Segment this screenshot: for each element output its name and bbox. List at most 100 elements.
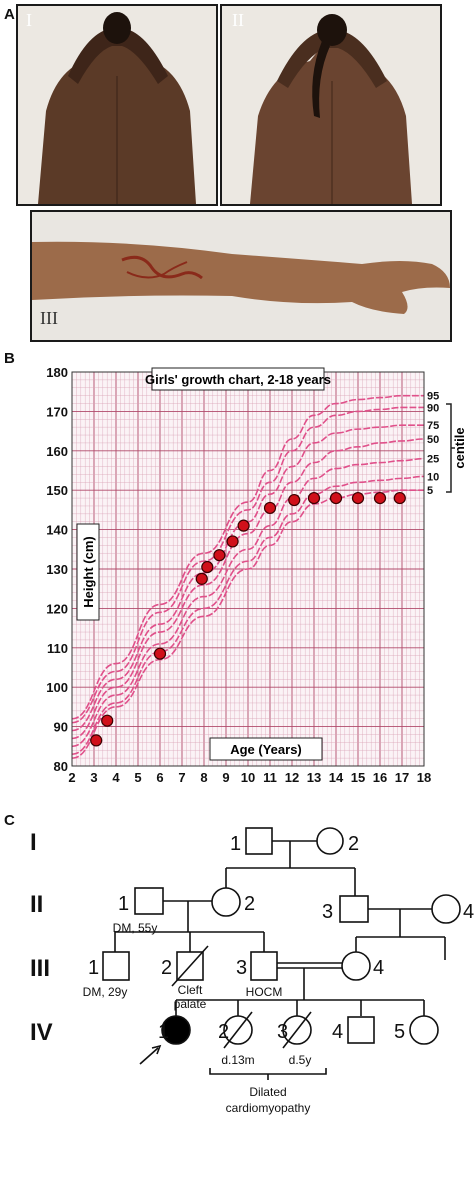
photo-arm: III (30, 210, 452, 342)
x-tick-label: 8 (200, 770, 207, 785)
group-note-line2: cardiomyopathy (226, 1101, 311, 1115)
height-point (201, 560, 214, 574)
x-tick-label: 2 (68, 770, 75, 785)
height-point (213, 549, 226, 562)
x-tick-label: 16 (373, 770, 387, 785)
id-I-1: 1 (230, 833, 241, 855)
x-tick-label: 12 (285, 770, 299, 785)
y-tick-label: 180 (46, 365, 68, 380)
height-point (329, 491, 343, 505)
y-tick-label: 110 (47, 641, 68, 656)
id-II-2: 2 (244, 893, 255, 915)
note-III-2-line1: Cleft (178, 983, 203, 997)
id-II-4: 4 (463, 901, 474, 923)
height-point (101, 714, 114, 727)
generation-label-I: I (30, 829, 37, 856)
arm-photo-image (32, 212, 450, 340)
pedigree-chart: I II III IV 1 2 1 2 3 4 1 2 3 4 1 2 3 4 … (30, 827, 474, 1115)
x-tick-label: 6 (156, 770, 163, 785)
generation-label-II: II (30, 891, 43, 918)
photo-label-ii: II (232, 10, 244, 30)
photo-back-view-front: I (16, 4, 218, 206)
id-II-1: 1 (118, 893, 129, 915)
centile-bracket (446, 403, 455, 493)
note-IV-2: d.13m (221, 1053, 254, 1067)
back-photo-image-2 (222, 6, 440, 204)
chart-title-box (151, 367, 325, 391)
centile-curve-10 (71, 475, 425, 755)
id-III-3: 3 (236, 957, 247, 979)
pedigree-male-III-1 (102, 951, 130, 981)
id-IV-4: 4 (332, 1021, 343, 1043)
id-II-3: 3 (322, 901, 333, 923)
y-tick-label: 130 (46, 562, 68, 577)
id-IV-5: 5 (394, 1021, 405, 1043)
y-tick-label: 120 (46, 601, 68, 616)
panel-label-a: A (4, 6, 15, 23)
centile-label-90: 90 (427, 402, 439, 414)
deceased-slash-III-2 (171, 945, 209, 987)
x-axis-label-box (209, 737, 323, 761)
generation-label-III: III (30, 955, 50, 982)
x-tick-label: 10 (241, 770, 255, 785)
x-tick-label: 17 (395, 770, 409, 785)
x-tick-label: 4 (112, 770, 120, 785)
id-IV-1: 1 (158, 1021, 169, 1043)
x-tick-label: 15 (351, 770, 365, 785)
height-point (237, 519, 250, 532)
centile-curve-95 (71, 394, 424, 720)
height-point (351, 491, 365, 505)
pedigree-proband-IV-1 (161, 1015, 191, 1045)
pedigree-female-IV-5 (409, 1015, 439, 1045)
pedigree-male-III-3 (250, 951, 278, 981)
y-tick-label: 150 (46, 483, 68, 498)
centile-curve-90 (71, 406, 424, 724)
height-point (90, 734, 103, 747)
y-tick-label: 170 (46, 404, 68, 419)
x-tick-label: 3 (90, 770, 97, 785)
proband-arrowhead-icon (151, 1044, 162, 1055)
id-III-1: 1 (88, 957, 99, 979)
id-IV-3: 3 (277, 1021, 288, 1043)
y-tick-label: 80 (54, 759, 68, 774)
height-point (263, 501, 277, 515)
panel-label-c: C (4, 812, 15, 829)
panel-label-b: B (4, 350, 15, 367)
pedigree-male-II-3 (339, 895, 369, 923)
centile-label-10: 10 (427, 471, 439, 483)
x-tick-label: 7 (178, 770, 185, 785)
note-III-1: DM, 29y (83, 985, 128, 999)
chart-title: Girls' growth chart, 2-18 years (145, 372, 331, 387)
generation-label-IV: IV (30, 1019, 53, 1046)
height-point (195, 572, 208, 585)
note-II-1: DM, 55y (113, 921, 158, 935)
note-III-2-line2: palate (174, 997, 207, 1011)
centile-label-5: 5 (427, 485, 433, 497)
x-tick-label: 5 (134, 770, 141, 785)
photo-label-iii: III (40, 308, 58, 328)
id-III-4: 4 (373, 957, 384, 979)
height-point (393, 491, 406, 505)
centile-curve-75 (71, 424, 424, 732)
centile-label: centile (452, 427, 467, 468)
y-tick-label: 90 (54, 720, 68, 735)
height-point (288, 493, 301, 507)
x-axis-label: Age (Years) (230, 742, 302, 757)
x-tick-label: 11 (263, 770, 277, 785)
photo-back-view-side: II (220, 4, 442, 206)
centile-curve-50 (71, 438, 425, 740)
deceased-slash-IV-2 (223, 1011, 253, 1049)
dcm-bracket (209, 1068, 327, 1080)
y-tick-label: 100 (46, 680, 68, 695)
pedigree-female-II-4 (431, 894, 461, 924)
pedigree-male-II-1 (134, 887, 164, 915)
x-tick-label: 18 (417, 770, 431, 785)
height-point (373, 491, 387, 505)
note-III-3: HOCM (246, 985, 283, 999)
height-point (153, 647, 167, 660)
centile-curve-25 (71, 457, 425, 748)
centile-label-50: 50 (427, 434, 439, 446)
